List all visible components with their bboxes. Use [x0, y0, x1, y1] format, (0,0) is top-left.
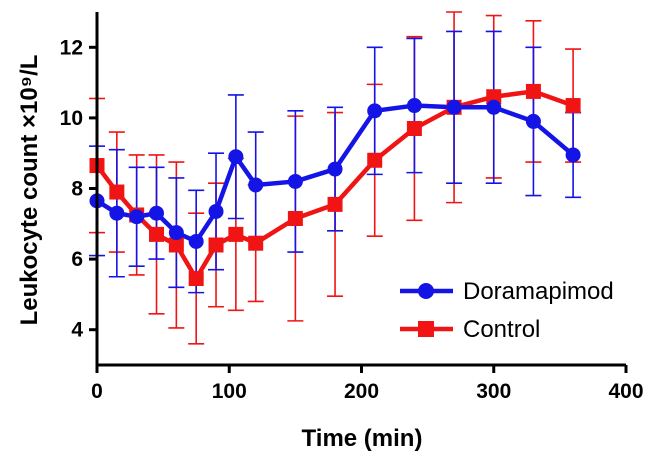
control-point: [327, 196, 343, 212]
control-point: [486, 89, 502, 105]
y-tick-label: 12: [60, 36, 83, 59]
control-point: [248, 235, 264, 251]
legend-label: Doramapimod: [463, 278, 614, 305]
control-point: [188, 271, 204, 287]
legend-label: Control: [463, 316, 540, 343]
legend: Doramapimod Control: [400, 278, 614, 343]
doramapimod-point: [168, 225, 184, 241]
legend-swatch-marker: [418, 283, 434, 299]
y-tick-label: 4: [71, 319, 83, 342]
legend-swatch-marker: [418, 321, 434, 337]
x-tick-label: 300: [476, 380, 511, 403]
legend-item-control: Control: [400, 316, 540, 343]
doramapimod-point: [327, 161, 343, 177]
y-tick-label: 10: [60, 107, 83, 130]
y-tick-label: 6: [71, 248, 83, 271]
y-axis-ticks: 4 6 8 10 12: [60, 36, 97, 342]
x-tick-label: 400: [608, 380, 643, 403]
doramapimod-point: [565, 147, 581, 163]
x-axis-ticks: 0 100 200 300 400: [91, 365, 644, 403]
control-point: [168, 237, 184, 253]
doramapimod-point: [486, 99, 502, 115]
x-tick-label: 100: [212, 380, 247, 403]
doramapimod-point: [228, 149, 244, 165]
doramapimod-point: [208, 203, 224, 219]
doramapimod-point: [446, 99, 462, 115]
doramapimod-point: [248, 177, 264, 193]
y-axis-title: Leukocyte count ×10⁹/L: [16, 55, 43, 326]
control-point: [565, 98, 581, 114]
x-tick-label: 200: [344, 380, 379, 403]
doramapimod-point: [109, 205, 125, 221]
doramapimod-point: [525, 113, 541, 129]
doramapimod-point: [287, 173, 303, 189]
doramapimod-point: [188, 233, 204, 249]
control-point: [525, 83, 541, 99]
doramapimod-point: [129, 209, 145, 225]
control-point: [109, 184, 125, 200]
y-tick-label: 8: [71, 178, 83, 201]
control-point: [208, 237, 224, 253]
control-point: [287, 211, 303, 227]
control-point: [149, 226, 165, 242]
legend-item-doramapimod: Doramapimod: [400, 278, 614, 305]
series-markers: [89, 83, 581, 287]
doramapimod-point: [367, 103, 383, 119]
x-tick-label: 0: [91, 380, 103, 403]
control-point: [406, 120, 422, 136]
control-point: [367, 152, 383, 168]
x-axis-title: Time (min): [302, 425, 423, 452]
doramapimod-point: [406, 98, 422, 114]
doramapimod-point: [149, 205, 165, 221]
control-point: [228, 226, 244, 242]
